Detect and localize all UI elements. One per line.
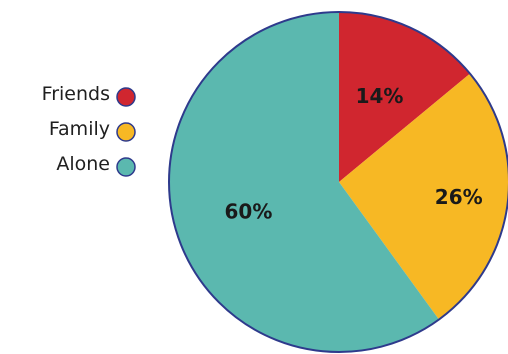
slice-label-friends: 14%: [356, 84, 404, 108]
pie-slices: [169, 12, 508, 352]
legend: Friends Family Alone: [42, 83, 136, 177]
slice-label-alone: 60%: [225, 199, 273, 223]
legend-marker-alone: [116, 157, 136, 177]
legend-marker-friends: [116, 87, 136, 107]
pie-slice-friends: [339, 12, 470, 182]
legend-label-family: Family: [49, 118, 110, 140]
pie-slice-alone: [169, 12, 439, 352]
legend-label-friends: Friends: [42, 83, 110, 105]
legend-label-alone: Alone: [56, 153, 110, 175]
slice-labels: 14% 26% 60%: [225, 84, 483, 224]
legend-marker-family: [116, 122, 136, 142]
pie-outline: [168, 11, 508, 353]
slice-label-family: 26%: [435, 185, 483, 209]
pie-slice-family: [339, 73, 508, 320]
